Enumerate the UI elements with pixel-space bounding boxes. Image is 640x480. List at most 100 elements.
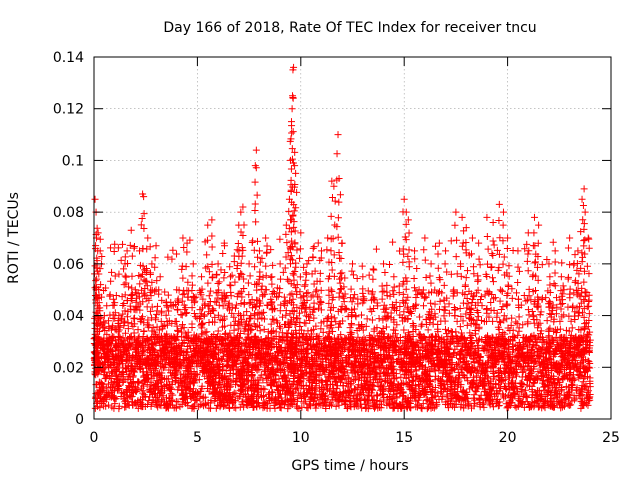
data-point [262,286,270,294]
data-point [110,247,118,255]
data-point [310,243,318,251]
data-point [432,242,440,250]
data-point [370,266,378,274]
data-point [533,399,541,407]
data-point [235,252,243,260]
data-point [293,384,301,392]
data-point [258,254,266,262]
data-point [413,265,421,273]
data-point [353,275,361,283]
data-point [153,310,161,318]
data-point [390,290,398,298]
data-point [251,350,259,358]
data-point [349,271,357,279]
data-point [445,309,453,317]
data-point [422,293,430,301]
data-point [573,266,581,274]
data-point [119,388,127,396]
data-point [208,306,216,314]
data-point [258,282,266,290]
data-point [568,324,576,332]
data-point [490,241,498,249]
data-point [564,303,572,311]
data-point [515,313,523,321]
data-points [90,63,594,413]
data-point [460,404,468,412]
data-point [113,342,121,350]
data-point [248,304,256,312]
data-point [529,378,537,386]
data-point [377,329,385,337]
data-point [499,260,507,268]
data-point [457,313,465,321]
data-point [244,378,252,386]
data-point [365,384,373,392]
data-point [270,353,278,361]
data-point [310,299,318,307]
data-point [190,403,198,411]
data-point [412,366,420,374]
data-point [434,389,442,397]
data-point [522,297,530,305]
data-point [531,259,539,267]
data-point [508,314,516,322]
data-point [535,403,543,411]
data-point [543,255,551,263]
data-point [169,246,177,254]
data-point [304,289,312,297]
data-point [431,310,439,318]
data-point [571,316,579,324]
data-point [519,321,527,329]
data-point [512,318,520,326]
data-point [462,274,470,282]
data-point [118,293,126,301]
data-point [497,306,505,314]
data-point [365,271,373,279]
data-point [553,303,561,311]
data-point [224,304,232,312]
data-point [582,382,590,390]
data-point [313,293,321,301]
data-point [269,261,277,269]
data-point [301,308,309,316]
data-point [535,353,543,361]
data-point [225,403,233,411]
data-point [472,330,480,338]
data-point [117,256,125,264]
data-point [228,271,236,279]
data-point [332,402,340,410]
data-point [180,287,188,295]
data-point [264,328,272,336]
data-point [415,380,423,388]
data-point [363,315,371,323]
data-point [243,308,251,316]
data-point [416,313,424,321]
data-point [358,262,366,270]
data-point [344,313,352,321]
data-point [223,361,231,369]
data-point [393,321,401,329]
data-point [542,294,550,302]
data-point [552,393,560,401]
data-point [130,315,138,323]
data-point [307,293,315,301]
data-point [545,300,553,308]
data-point [583,303,591,311]
data-point [389,238,397,246]
data-point [341,400,349,408]
data-point [417,322,425,330]
data-point [267,273,275,281]
data-point [301,282,309,290]
data-point [524,250,532,258]
data-point [585,387,593,395]
data-point [351,291,359,299]
data-point [279,268,287,276]
data-point [395,289,403,297]
data-point [317,286,325,294]
data-point [444,326,452,334]
data-point [205,268,213,276]
data-point [276,235,284,243]
data-point [146,349,154,357]
data-point [481,387,489,395]
